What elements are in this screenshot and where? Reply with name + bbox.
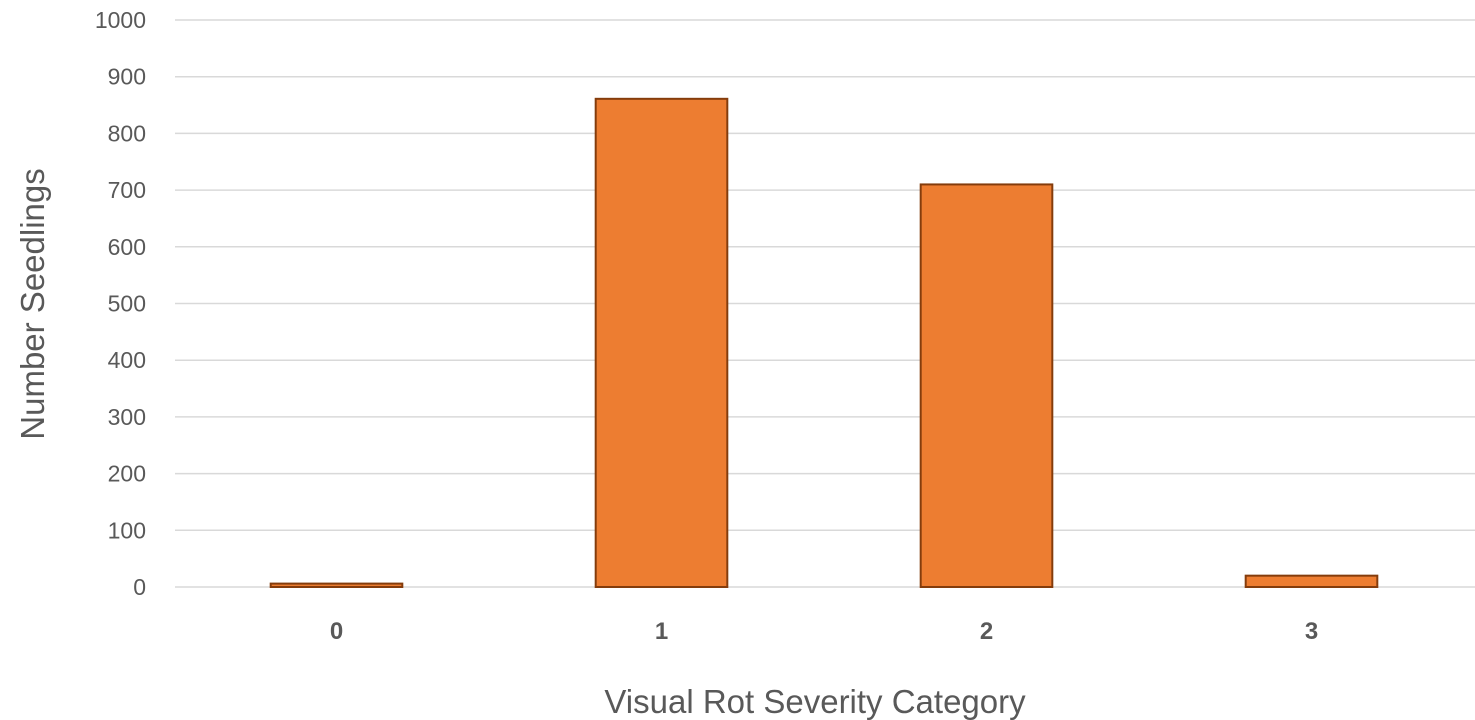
y-tick-label: 500 bbox=[108, 291, 146, 317]
y-axis-title: Number Seedlings bbox=[14, 168, 51, 439]
y-axis-ticks: 0 100 200 300 400 500 600 700 800 900 1000 bbox=[95, 7, 146, 600]
y-tick-label: 0 bbox=[133, 574, 146, 600]
x-tick-label: 1 bbox=[655, 618, 668, 645]
y-tick-label: 800 bbox=[108, 120, 146, 146]
x-axis-ticks: 0 1 2 3 bbox=[330, 618, 1318, 645]
x-tick-label: 3 bbox=[1305, 618, 1318, 645]
y-tick-label: 300 bbox=[108, 404, 146, 430]
y-tick-label: 200 bbox=[108, 461, 146, 487]
bar-category-2 bbox=[919, 183, 1054, 588]
x-tick-label: 2 bbox=[980, 618, 993, 645]
x-tick-label: 0 bbox=[330, 618, 343, 645]
y-tick-label: 700 bbox=[108, 177, 146, 203]
bar-category-3 bbox=[1244, 574, 1379, 588]
gridlines bbox=[175, 19, 1475, 588]
y-tick-label: 1000 bbox=[95, 7, 146, 33]
bars bbox=[269, 97, 1379, 589]
x-axis-title: Visual Rot Severity Category bbox=[604, 683, 1026, 720]
y-tick-label: 900 bbox=[108, 64, 146, 90]
bar-category-0 bbox=[269, 582, 404, 589]
bar-category-1 bbox=[594, 97, 729, 589]
y-tick-label: 100 bbox=[108, 517, 146, 543]
y-tick-label: 400 bbox=[108, 347, 146, 373]
y-tick-label: 600 bbox=[108, 234, 146, 260]
